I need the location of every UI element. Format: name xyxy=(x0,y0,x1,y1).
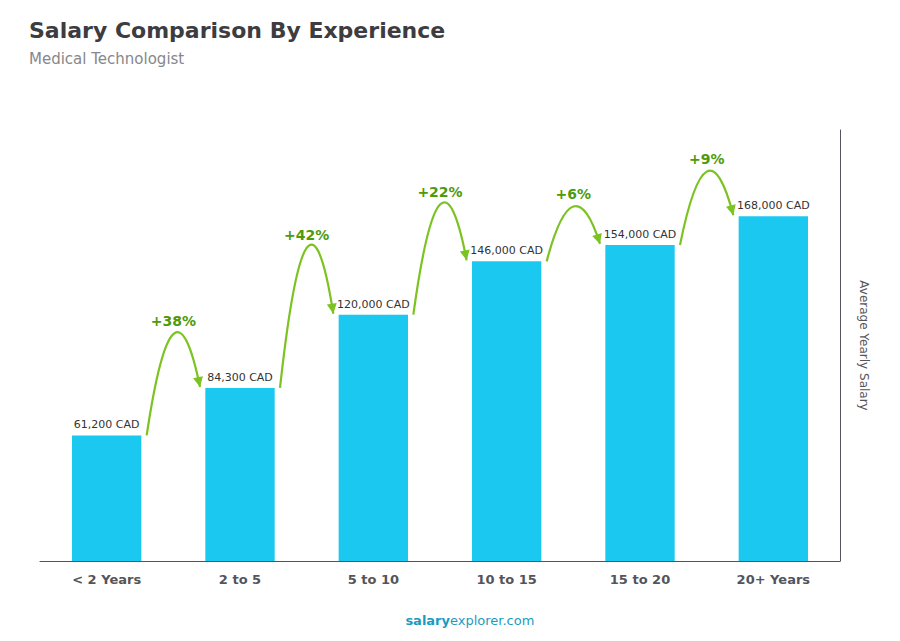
svg-text:explorer.com: explorer.com xyxy=(450,613,534,628)
svg-text:5 to 10: 5 to 10 xyxy=(348,572,399,587)
svg-text:+9%: +9% xyxy=(689,151,725,167)
svg-text:Salary Comparison By Experienc: Salary Comparison By Experience xyxy=(29,18,445,43)
svg-text:168,000 CAD: 168,000 CAD xyxy=(737,199,810,212)
svg-text:+6%: +6% xyxy=(556,186,592,202)
svg-text:146,000 CAD: 146,000 CAD xyxy=(470,244,543,257)
svg-text:120,000 CAD: 120,000 CAD xyxy=(337,298,410,311)
svg-text:+22%: +22% xyxy=(417,184,462,200)
svg-text:< 2 Years: < 2 Years xyxy=(72,572,141,587)
svg-text:10 to 15: 10 to 15 xyxy=(476,572,536,587)
svg-text:salary: salary xyxy=(405,613,450,628)
svg-text:Average Yearly Salary: Average Yearly Salary xyxy=(857,280,871,410)
svg-text:2 to 5: 2 to 5 xyxy=(219,572,261,587)
svg-text:61,200 CAD: 61,200 CAD xyxy=(74,418,140,431)
svg-text:20+ Years: 20+ Years xyxy=(737,572,811,587)
svg-text:15 to 20: 15 to 20 xyxy=(610,572,670,587)
svg-text:+42%: +42% xyxy=(284,227,329,243)
svg-text:Medical Technologist: Medical Technologist xyxy=(29,50,184,68)
svg-text:154,000 CAD: 154,000 CAD xyxy=(604,228,677,241)
svg-text:84,300 CAD: 84,300 CAD xyxy=(207,371,273,384)
svg-text:+38%: +38% xyxy=(151,313,196,329)
